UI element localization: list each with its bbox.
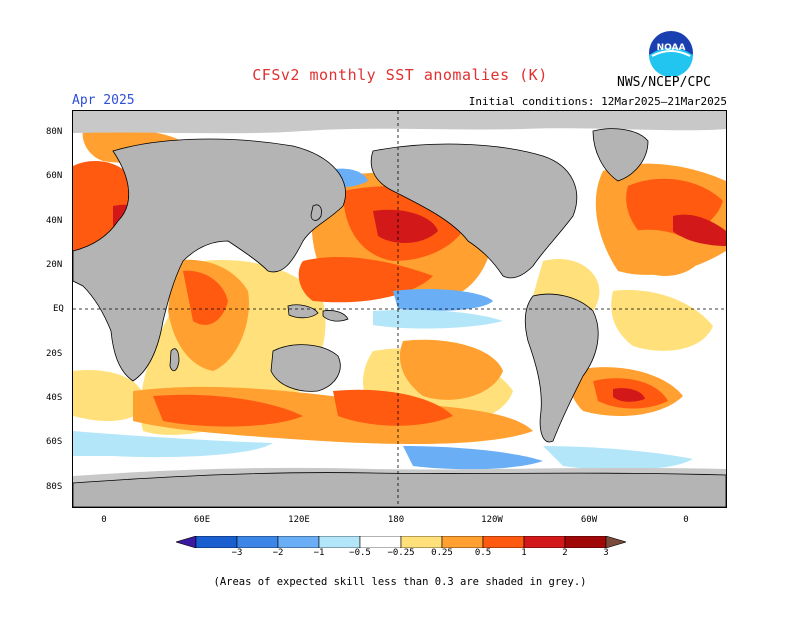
colorbar-arrow-low <box>176 536 197 548</box>
org-label: NWS/NCEP/CPC <box>617 75 711 90</box>
colorbar-segment <box>236 536 279 548</box>
colorbar-segment <box>482 536 525 548</box>
lon-label: 60E <box>193 515 211 525</box>
lon-label: 180 <box>387 515 405 525</box>
lon-label: 0 <box>101 515 107 525</box>
lat-label: 20S <box>46 349 63 359</box>
colorbar-segment <box>400 536 443 548</box>
map-title: CFSv2 monthly SST anomalies (K) <box>252 66 548 84</box>
colorbar-label: 1 <box>521 548 527 558</box>
colorbar-label: −3 <box>231 548 243 558</box>
lon-label: 120W <box>481 515 503 525</box>
colorbar-label: 2 <box>562 548 568 558</box>
colorbar-segment <box>359 536 402 548</box>
colorbar-segment <box>564 536 607 548</box>
colorbar-segment <box>195 536 238 548</box>
colorbar-label: −1 <box>313 548 325 558</box>
lat-label: 60S <box>46 437 63 447</box>
lon-label: 120E <box>288 515 310 525</box>
land-masses <box>73 128 726 507</box>
lat-label: 40N <box>46 216 63 226</box>
colorbar-segment <box>441 536 484 548</box>
colorbar-label: 0.5 <box>474 548 492 558</box>
lat-label: EQ <box>53 304 64 314</box>
colorbar-segment <box>318 536 361 548</box>
lon-label: 0 <box>683 515 689 525</box>
colorbar-label: 3 <box>603 548 609 558</box>
colorbar-segment <box>523 536 566 548</box>
lat-label: 20N <box>46 260 63 270</box>
lon-label: 60W <box>580 515 598 525</box>
noaa-logo-icon: NOAA <box>649 31 693 76</box>
initial-conditions: Initial conditions: 12Mar2025–21Mar2025 <box>468 95 727 108</box>
colorbar-label: −0.25 <box>387 548 415 558</box>
sst-anomaly-map <box>72 110 727 508</box>
svg-text:NOAA: NOAA <box>657 43 686 53</box>
lat-label: 80N <box>46 127 63 137</box>
colorbar-label: −0.5 <box>349 548 371 558</box>
colorbar-segment <box>277 536 320 548</box>
skill-footnote: (Areas of expected skill less than 0.3 a… <box>213 576 587 588</box>
target-month: Apr 2025 <box>72 93 135 108</box>
colorbar-arrow-high <box>605 536 626 548</box>
colorbar <box>176 536 626 548</box>
colorbar-label: 0.25 <box>431 548 453 558</box>
lat-label: 40S <box>46 393 63 403</box>
lat-label: 60N <box>46 171 63 181</box>
colorbar-label: −2 <box>272 548 284 558</box>
lat-label: 80S <box>46 482 63 492</box>
